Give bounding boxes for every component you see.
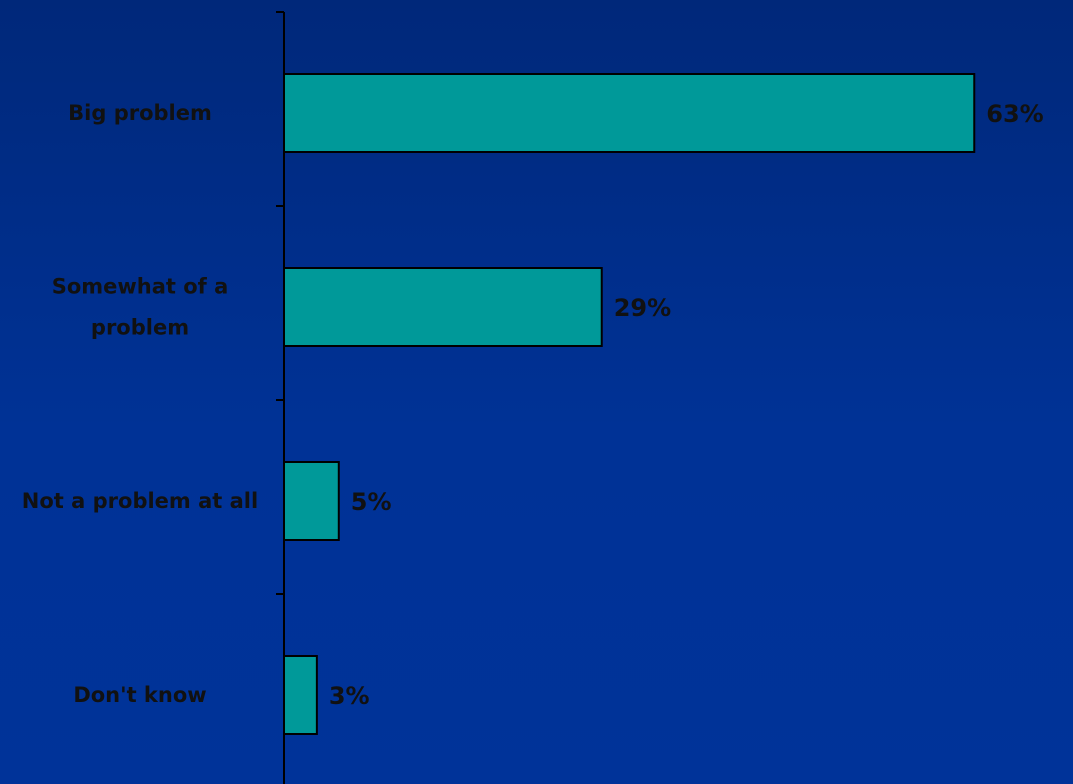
- bars-group: [283, 73, 976, 735]
- value-label: 29%: [614, 294, 671, 322]
- category-label: Don't know: [73, 683, 206, 707]
- value-label: 63%: [986, 100, 1043, 128]
- value-label: 3%: [329, 682, 370, 710]
- category-label-line: Big problem: [68, 101, 212, 125]
- category-label: Big problem: [68, 101, 212, 125]
- bar: [283, 267, 603, 347]
- category-label-line: Somewhat of a: [52, 275, 229, 299]
- value-labels: 63% 29% 5% 3%: [329, 100, 1044, 710]
- category-label-line: Don't know: [73, 683, 206, 707]
- category-labels: Big problem Somewhat of a problem Not a pro…: [22, 101, 258, 707]
- category-label-line: problem: [91, 316, 189, 340]
- bar: [283, 73, 976, 153]
- value-label: 5%: [351, 488, 392, 516]
- bar: [283, 461, 340, 541]
- bar: [283, 655, 318, 735]
- y-axis-ticks: [276, 11, 284, 595]
- category-label: Somewhat of a problem: [52, 275, 229, 340]
- category-label: Not a problem at all: [22, 489, 258, 513]
- category-label-line: Not a problem at all: [22, 489, 258, 513]
